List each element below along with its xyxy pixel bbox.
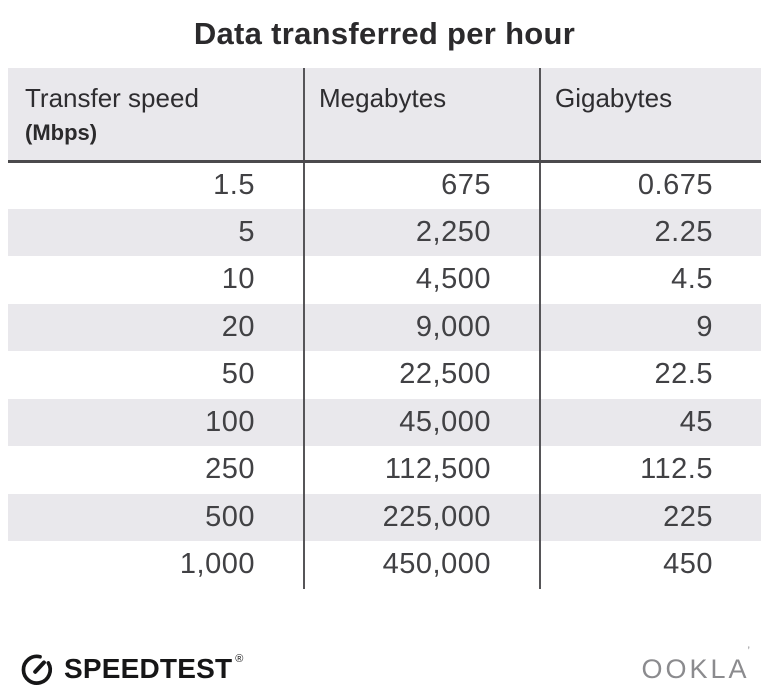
cell-speed: 1.5 bbox=[213, 169, 255, 201]
table-row: 10 4,500 4.5 bbox=[8, 256, 761, 304]
header-transfer-speed: Transfer speed (Mbps) bbox=[8, 68, 304, 163]
ookla-logo: OOKLA’ bbox=[641, 645, 753, 685]
table-row: 1.5 675 0.675 bbox=[8, 161, 761, 209]
cell-speed: 50 bbox=[221, 358, 255, 391]
data-transfer-table: Transfer speed (Mbps) Megabytes Gigabyte… bbox=[8, 68, 761, 589]
header-transfer-speed-label: Transfer speed bbox=[25, 83, 199, 113]
header-row: Transfer speed (Mbps) Megabytes Gigabyte… bbox=[8, 68, 761, 163]
cell-gigabytes: 2.25 bbox=[539, 208, 761, 256]
footer: SPEEDTEST ® OOKLA’ bbox=[18, 645, 753, 690]
cell-speed: 250 bbox=[205, 453, 255, 486]
cell-gigabytes: 450 bbox=[539, 541, 761, 589]
cell-speed: 5 bbox=[8, 208, 304, 256]
cell-gigabytes: 225 bbox=[539, 493, 761, 541]
cell-megabytes: 45,000 bbox=[303, 398, 540, 446]
header-megabytes: Megabytes bbox=[303, 68, 540, 163]
cell-speed: 100 bbox=[8, 398, 304, 446]
cell-gigabytes: 45 bbox=[539, 398, 761, 446]
cell-megabytes: 9,000 bbox=[303, 303, 540, 351]
cell-megabytes: 225,000 bbox=[303, 493, 540, 541]
cell-gigabytes: 22.5 bbox=[539, 351, 761, 399]
cell-speed: 500 bbox=[8, 493, 304, 541]
ookla-wordmark: OOKLA bbox=[641, 653, 750, 684]
table-row: 500 225,000 225 bbox=[8, 493, 761, 541]
cell-megabytes: 675 bbox=[303, 161, 540, 209]
cell-megabytes: 450,000 bbox=[303, 541, 540, 589]
table-row: 1,000 450,000 450 bbox=[8, 541, 761, 589]
cell-speed: 20 bbox=[8, 303, 304, 351]
header-gigabytes: Gigabytes bbox=[539, 68, 761, 163]
table-row: 250 112,500 112.5 bbox=[8, 446, 761, 494]
ookla-trademark-symbol: ’ bbox=[747, 644, 750, 657]
table-header: Transfer speed (Mbps) Megabytes Gigabyte… bbox=[8, 68, 761, 163]
cell-speed: 1,000 bbox=[179, 548, 255, 581]
speedometer-gauge-icon bbox=[18, 651, 55, 688]
speedtest-wordmark: SPEEDTEST bbox=[64, 653, 233, 684]
cell-megabytes: 4,500 bbox=[303, 256, 540, 304]
header-mbps-unit: (Mbps) bbox=[25, 120, 98, 145]
cell-megabytes: 112,500 bbox=[303, 446, 540, 494]
cell-gigabytes: 0.675 bbox=[539, 161, 761, 209]
cell-gigabytes: 112.5 bbox=[539, 446, 761, 494]
table-body: 1.5 675 0.675 5 2,250 2.25 10 4,500 4.5 … bbox=[8, 161, 761, 589]
table-row: 100 45,000 45 bbox=[8, 398, 761, 446]
cell-speed: 10 bbox=[221, 263, 255, 296]
table-row: 50 22,500 22.5 bbox=[8, 351, 761, 399]
cell-gigabytes: 4.5 bbox=[539, 256, 761, 304]
table-row: 5 2,250 2.25 bbox=[8, 208, 761, 256]
cell-megabytes: 2,250 bbox=[303, 208, 540, 256]
cell-gigabytes: 9 bbox=[539, 303, 761, 351]
page-title: Data transferred per hour bbox=[193, 16, 576, 51]
cell-megabytes: 22,500 bbox=[303, 351, 540, 399]
speedtest-logo: SPEEDTEST ® bbox=[18, 651, 244, 688]
table-row: 20 9,000 9 bbox=[8, 303, 761, 351]
speedtest-trademark-symbol: ® bbox=[235, 653, 244, 665]
